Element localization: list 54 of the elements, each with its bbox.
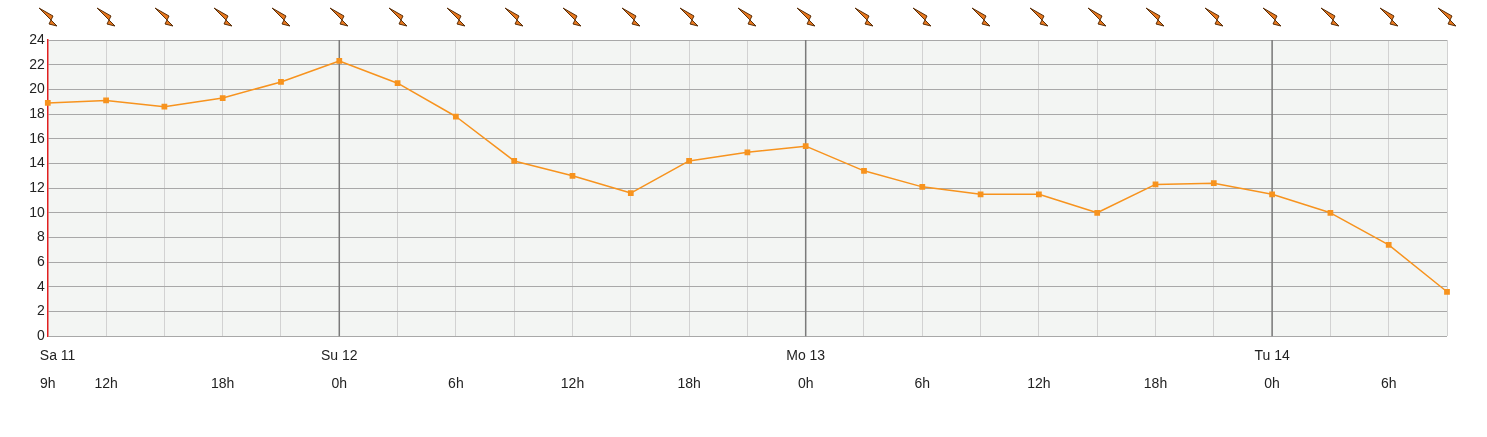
point — [453, 113, 459, 120]
point — [44, 100, 51, 106]
point — [919, 184, 926, 190]
point — [1094, 209, 1101, 216]
point — [511, 158, 518, 164]
point — [802, 143, 809, 150]
x-tick-label: 12h — [94, 375, 118, 392]
point — [103, 97, 109, 104]
y-tick-label: 20 — [29, 80, 45, 97]
y-tick-label: 22 — [29, 55, 45, 72]
x-tick-label: 12h — [560, 375, 585, 392]
point — [219, 95, 226, 101]
x-tick-label: 0h — [331, 375, 348, 392]
x-tick-label: 6h — [1380, 375, 1397, 392]
x-tick-label: 0h — [1264, 375, 1280, 392]
point — [1269, 191, 1275, 198]
point — [1327, 209, 1334, 216]
y-tick-label: 24 — [29, 30, 45, 47]
y-tick-label: 0 — [36, 327, 45, 344]
x-tick-label: 0h — [797, 375, 814, 392]
point — [569, 172, 576, 179]
point — [1385, 242, 1392, 248]
text: Su 12 — [320, 347, 358, 364]
point — [394, 80, 401, 87]
text: Tu 14 — [1254, 347, 1290, 364]
y-tick-label: 4 — [36, 277, 45, 294]
text: Mo 13 — [786, 347, 826, 364]
x-tick-label: 6h — [914, 375, 931, 392]
x-tick-label: 18h — [211, 375, 235, 392]
point — [627, 190, 634, 196]
point — [977, 191, 984, 198]
point — [861, 167, 867, 174]
y-tick-label: 2 — [36, 302, 45, 319]
point — [744, 149, 751, 156]
y-tick-label: 18 — [29, 104, 45, 121]
point — [336, 58, 343, 64]
x-tick-label: 6h — [448, 375, 464, 392]
point — [278, 79, 284, 85]
x-tick-label: 9h — [40, 375, 56, 392]
point — [1036, 191, 1042, 198]
point — [686, 158, 692, 164]
x-tick-label: 18h — [1143, 375, 1168, 392]
y-tick-label: 14 — [29, 154, 45, 171]
point — [1210, 180, 1217, 187]
y-tick-label: 6 — [36, 253, 45, 270]
point — [1444, 288, 1450, 295]
x-tick-label: 12h — [1027, 375, 1051, 392]
point — [161, 103, 168, 110]
y-tick-label: 8 — [36, 228, 45, 245]
y-tick-label: 12 — [29, 178, 45, 195]
y-tick-label: 10 — [29, 203, 45, 220]
y-tick-label: 16 — [29, 129, 45, 146]
x-tick-label: 18h — [677, 375, 701, 392]
text: Sa 11 — [39, 347, 76, 364]
